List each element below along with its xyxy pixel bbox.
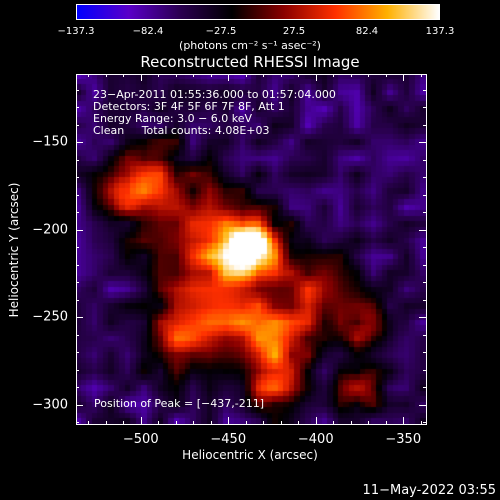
x-tick-label: −350 bbox=[385, 432, 422, 447]
x-tick-label: −500 bbox=[122, 432, 159, 447]
chart-title: Reconstructed RHESSI Image bbox=[140, 53, 360, 71]
x-axis-label: Heliocentric X (arcsec) bbox=[182, 448, 318, 462]
colorbar bbox=[76, 4, 440, 20]
colorbar-tick: 27.5 bbox=[282, 26, 306, 37]
x-tick-label: −450 bbox=[210, 432, 247, 447]
y-axis-label: Heliocentric Y (arcsec) bbox=[7, 182, 21, 318]
annotation-time: 23−Apr-2011 01:55:36.000 to 01:57:04.000 bbox=[93, 88, 336, 101]
colorbar-tick: 137.3 bbox=[425, 26, 455, 37]
heatmap-image bbox=[76, 74, 426, 424]
colorbar-tick: 82.4 bbox=[355, 26, 379, 37]
y-tick-label: −300 bbox=[32, 397, 68, 413]
peak-position-label: Position of Peak = [−437,-211] bbox=[94, 397, 265, 410]
colorbar-tick: −27.5 bbox=[205, 26, 237, 37]
colorbar-tick: −82.4 bbox=[132, 26, 164, 37]
timestamp: 11−May-2022 03:55 bbox=[362, 483, 496, 498]
y-tick-label: −150 bbox=[32, 134, 68, 150]
y-tick-label: −200 bbox=[32, 222, 68, 238]
annotation-detectors: Detectors: 3F 4F 5F 6F 7F 8F, Att 1 bbox=[93, 100, 285, 113]
x-tick-label: −400 bbox=[297, 432, 334, 447]
colorbar-tick: −137.3 bbox=[57, 26, 95, 37]
y-tick-label: −250 bbox=[32, 309, 68, 325]
annotation-energy: Energy Range: 3.0 − 6.0 keV bbox=[93, 112, 253, 125]
colorbar-label: (photons cm⁻² s⁻¹ asec⁻²) bbox=[179, 39, 321, 52]
annotation-counts: Clean Total counts: 4.08E+03 bbox=[93, 124, 270, 137]
